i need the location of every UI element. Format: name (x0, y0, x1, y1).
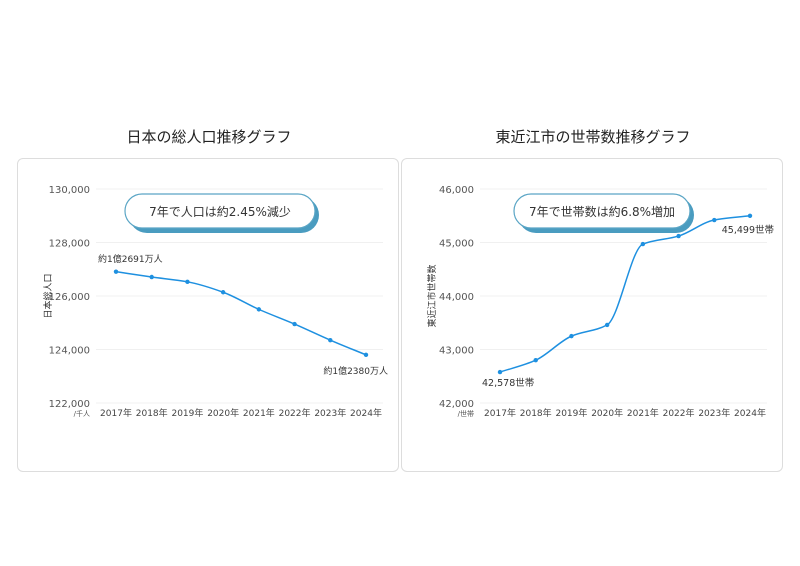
unit-label: /世帯 (458, 409, 474, 418)
y-axis-label: 東近江市世帯数 (426, 264, 438, 327)
x-tick-label: 2020年 (591, 407, 623, 419)
population-chart-card: 122,000 124,000 126,000 128,000 130,000/千人 日本… (17, 158, 399, 472)
x-tick-label: 2021年 (627, 407, 659, 419)
data-point (220, 290, 226, 295)
data-point (185, 279, 190, 285)
chart-title-population: 日本の総人口推移グラフ (126, 128, 292, 146)
data-point (640, 241, 646, 247)
x-tick-label: 2018年 (520, 407, 552, 419)
y-tick-label: 44,000 (439, 292, 474, 303)
data-point (569, 333, 574, 339)
data-point (256, 307, 262, 312)
households-chart-card: 42,000 43,000 44,000 45,000 46,000/世帯 東近江市世帯数… (401, 158, 783, 472)
data-point (149, 274, 154, 280)
y-tick-label: 130,000 (49, 185, 90, 196)
callout-text: 7年で人口は約2.45%減少 (149, 204, 291, 219)
data-point (604, 322, 610, 328)
x-tick-label: 2017年 (484, 407, 516, 419)
x-tick-label: 2018年 (136, 407, 168, 419)
x-tick-label: 2024年 (734, 407, 766, 419)
start-value-label: 約1億2691万人 (98, 253, 163, 265)
unit-label: /千人 (74, 409, 90, 418)
x-tick-label: 2022年 (279, 407, 311, 419)
chart-title-households: 東近江市の世帯数推移グラフ (495, 128, 691, 146)
callout-box (124, 193, 316, 229)
data-point (747, 213, 753, 219)
series-line (499, 215, 751, 373)
y-tick-label: 126,000 (49, 292, 90, 303)
x-tick-label: 2020年 (207, 407, 239, 419)
y-tick-label: 45,000 (439, 239, 474, 250)
y-axis-label: 日本総人口 (42, 273, 54, 318)
population-chart: 122,000 124,000 126,000 128,000 130,000/千人 日本… (42, 185, 388, 419)
data-point (328, 337, 333, 343)
data-point (676, 233, 681, 239)
x-tick-label: 2019年 (555, 407, 587, 419)
x-tick-label: 2019年 (171, 407, 203, 419)
y-tick-label: 43,000 (439, 346, 474, 357)
y-tick-label: 128,000 (49, 239, 90, 250)
data-point (497, 369, 503, 375)
data-point (363, 352, 369, 358)
households-chart: 42,000 43,000 44,000 45,000 46,000/世帯 東近江市世帯数… (426, 185, 775, 419)
y-tick-label: 42,000 (439, 399, 474, 410)
end-value-label: 約1億2380万人 (323, 365, 388, 377)
data-point (533, 358, 538, 363)
y-tick-label: 122,000 (49, 399, 90, 410)
callout-box (513, 193, 691, 229)
x-tick-label: 2023年 (698, 407, 730, 419)
x-tick-label: 2024年 (350, 407, 382, 419)
y-tick-label: 124,000 (49, 346, 90, 357)
end-value-label: 45,499世帯 (722, 224, 775, 236)
x-tick-label: 2022年 (663, 407, 695, 419)
start-value-label: 42,578世帯 (482, 377, 535, 389)
series-line (115, 270, 367, 356)
x-tick-label: 2023年 (314, 407, 346, 419)
y-tick-label: 46,000 (439, 185, 474, 196)
data-point (712, 217, 717, 223)
data-point (292, 321, 297, 327)
callout-text: 7年で世帯数は約6.8%増加 (529, 204, 675, 219)
data-point (113, 269, 119, 274)
x-tick-label: 2017年 (100, 407, 132, 419)
x-tick-label: 2021年 (243, 407, 275, 419)
